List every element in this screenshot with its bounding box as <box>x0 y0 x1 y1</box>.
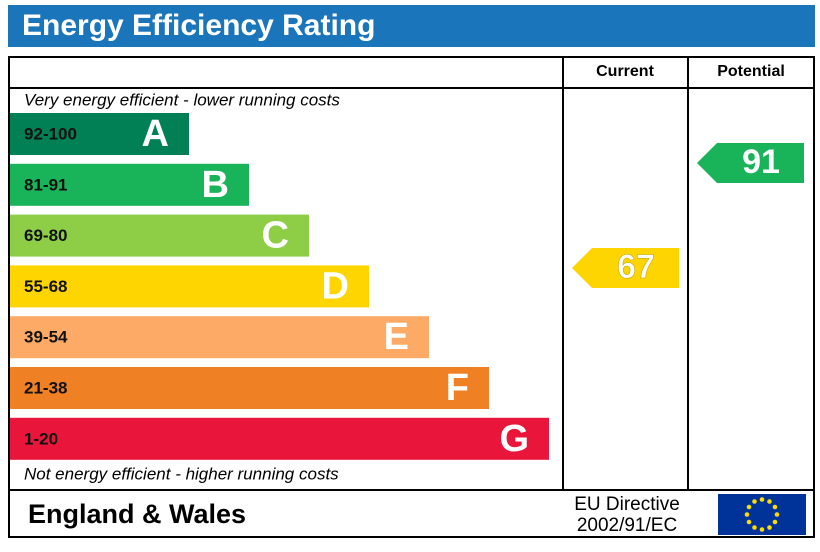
eu-star <box>746 504 752 510</box>
eu-star <box>752 499 757 504</box>
bands: 92-100 A 81-91 B 69-80 C 55-68 D 39-54 E 21-38 F 1-2… <box>10 113 549 460</box>
band-letter: B <box>202 164 229 206</box>
frame <box>8 56 815 538</box>
current-arrow <box>572 248 679 288</box>
band-letter: F <box>446 367 469 409</box>
eu-star <box>767 525 772 530</box>
band-letter: E <box>384 316 409 358</box>
band-bar <box>10 163 249 206</box>
band-bar <box>10 316 429 359</box>
region: England & Wales <box>28 499 246 529</box>
band-bar <box>10 417 549 460</box>
band-bar <box>10 367 489 409</box>
title: Energy Efficiency Rating <box>22 9 375 42</box>
directive: EU Directive <box>574 494 680 515</box>
eu-star <box>744 512 750 517</box>
directive: 2002/91/EC <box>577 515 677 536</box>
eu-star <box>759 497 765 502</box>
band-bar <box>10 214 309 257</box>
column-header: Potential <box>717 63 785 80</box>
eu-star <box>746 519 752 525</box>
band-range: 55-68 <box>24 277 67 296</box>
title-bar <box>8 5 815 47</box>
eu-star <box>772 519 778 525</box>
eu-star <box>774 512 780 517</box>
eu-star <box>759 527 765 532</box>
bottom-note: Not energy efficient - higher running co… <box>24 464 339 483</box>
band-range: 81-91 <box>24 175 67 194</box>
band-bar <box>10 265 369 308</box>
band-range: 92-100 <box>24 124 77 143</box>
top-note: Very energy efficient - lower running co… <box>24 90 340 109</box>
band-range: 21-38 <box>24 378 67 397</box>
eu-stars <box>744 497 780 532</box>
potential-arrow <box>697 143 804 183</box>
band-letter: D <box>322 265 349 307</box>
band-letter: G <box>499 418 529 460</box>
band-range: 39-54 <box>24 328 68 347</box>
current-rating: 67 <box>617 248 655 286</box>
band-letter: C <box>262 215 289 257</box>
eu-star <box>772 504 778 510</box>
band-range: 1-20 <box>24 429 58 448</box>
potential-rating: 91 <box>742 143 780 181</box>
band-letter: A <box>142 113 169 155</box>
eu-star <box>767 499 772 504</box>
column-header: Current <box>596 63 654 80</box>
band-range: 69-80 <box>24 226 67 245</box>
band-bar <box>10 113 189 155</box>
eu-star <box>752 525 757 530</box>
